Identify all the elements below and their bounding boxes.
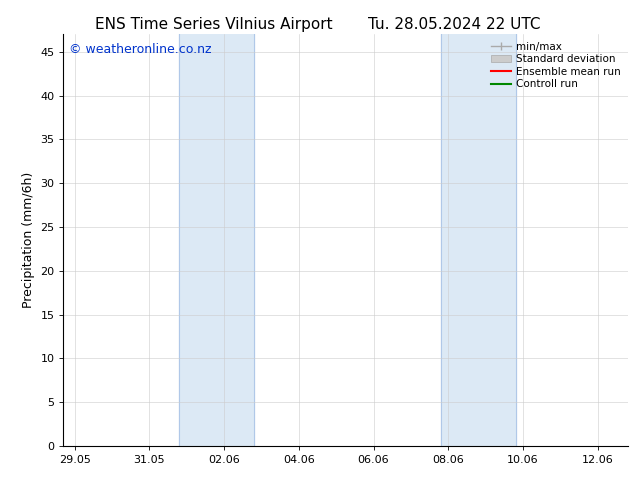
Text: ENS Time Series Vilnius Airport: ENS Time Series Vilnius Airport [95,17,333,32]
Text: © weatheronline.co.nz: © weatheronline.co.nz [69,43,212,55]
Text: Tu. 28.05.2024 22 UTC: Tu. 28.05.2024 22 UTC [368,17,540,32]
Bar [441,34,515,446]
Y-axis label: Precipitation (mm/6h): Precipitation (mm/6h) [22,172,35,308]
Bar [179,34,254,446]
Legend: min/max, Standard deviation, Ensemble mean run, Controll run: min/max, Standard deviation, Ensemble me… [489,40,623,92]
